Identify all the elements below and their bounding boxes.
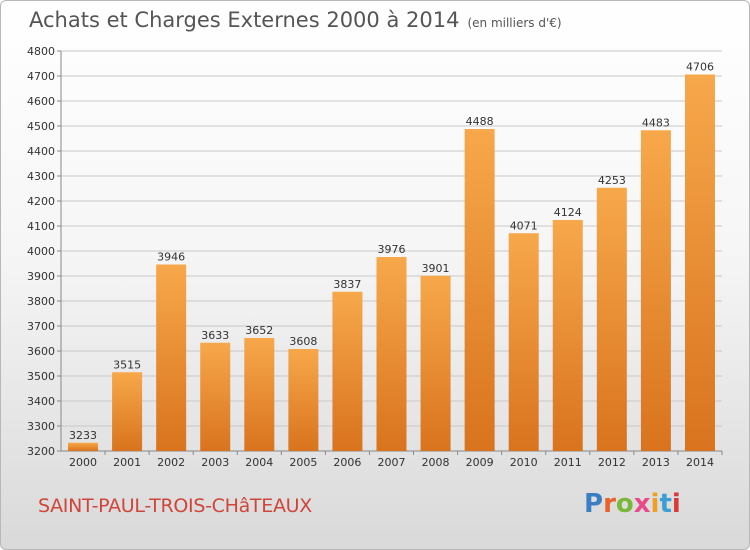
y-tick-label: 4100 xyxy=(27,220,55,233)
x-tick-labels: 2000 2001 2002 2003 2004 2005 2006 2007 2008 2009… xyxy=(69,456,714,469)
bar-value-label: 4706 xyxy=(686,61,714,74)
bar xyxy=(553,220,583,451)
x-tick-label: 2001 xyxy=(113,456,141,469)
bar-value-label: 3633 xyxy=(201,329,229,342)
bar xyxy=(200,343,230,451)
y-tick-label: 3200 xyxy=(27,445,55,458)
bar xyxy=(509,233,539,451)
bar-value-label: 3652 xyxy=(245,324,273,337)
logo-letter: o xyxy=(616,489,634,519)
y-tick-label: 3800 xyxy=(27,295,55,308)
logo-letter: i xyxy=(672,489,681,519)
bar-value-label: 4124 xyxy=(554,206,582,219)
bar xyxy=(421,276,451,451)
bar-value-label: 3608 xyxy=(289,335,317,348)
bar xyxy=(244,338,274,451)
x-tick-label: 2012 xyxy=(598,456,626,469)
bar xyxy=(332,292,362,451)
bar xyxy=(597,188,627,451)
y-tick-label: 3600 xyxy=(27,345,55,358)
y-tick-label: 4700 xyxy=(27,70,55,83)
bar xyxy=(112,372,142,451)
logo-letter: P xyxy=(584,489,603,519)
logo-letter: i xyxy=(651,489,660,519)
bar xyxy=(288,349,318,451)
bar-chart: 3233 3515 3946 3633 3652 3608 3837 3976 3901 4488… xyxy=(1,1,749,549)
x-tick-label: 2002 xyxy=(157,456,185,469)
logo-letter: t xyxy=(659,489,671,519)
x-tick-label: 2004 xyxy=(245,456,273,469)
x-tick-label: 2009 xyxy=(466,456,494,469)
bar xyxy=(465,129,495,451)
bar-value-label: 4483 xyxy=(642,116,670,129)
y-tick-label: 4200 xyxy=(27,195,55,208)
y-tick-label: 4800 xyxy=(27,45,55,58)
y-tick-label: 3500 xyxy=(27,370,55,383)
y-tick-label: 4500 xyxy=(27,120,55,133)
y-tick-labels: 3200 3300 3400 3500 3600 3700 3800 3900 4000 4100… xyxy=(27,45,55,458)
bar-value-label: 3901 xyxy=(422,262,450,275)
bar-value-label: 3515 xyxy=(113,358,141,371)
x-tick-label: 2007 xyxy=(378,456,406,469)
city-name: SAINT-PAUL-TROIS-CHâTEAUX xyxy=(38,495,312,517)
proxiti-logo: Proxiti xyxy=(584,489,681,519)
bar-value-label: 3837 xyxy=(333,278,361,291)
x-tick-label: 2014 xyxy=(686,456,714,469)
y-tick-label: 3900 xyxy=(27,270,55,283)
chart-frame: Achats et Charges Externes 2000 à 2014 (e… xyxy=(0,0,750,550)
logo-letter: x xyxy=(634,489,651,519)
bar xyxy=(68,443,98,451)
bar xyxy=(685,75,715,452)
logo-letter: r xyxy=(603,489,616,519)
x-tick-label: 2000 xyxy=(69,456,97,469)
bar-value-label: 4071 xyxy=(510,219,538,232)
y-tick-label: 3400 xyxy=(27,395,55,408)
x-tick-label: 2011 xyxy=(554,456,582,469)
x-tick-label: 2003 xyxy=(201,456,229,469)
bar xyxy=(641,130,671,451)
bar-value-label: 3976 xyxy=(378,243,406,256)
y-tick-label: 3700 xyxy=(27,320,55,333)
y-tick-label: 4000 xyxy=(27,245,55,258)
x-tick-label: 2005 xyxy=(289,456,317,469)
bar-value-label: 4488 xyxy=(466,115,494,128)
y-tick-label: 3300 xyxy=(27,420,55,433)
bar-value-label: 4253 xyxy=(598,174,626,187)
x-tick-label: 2008 xyxy=(422,456,450,469)
x-tick-label: 2010 xyxy=(510,456,538,469)
x-tick-label: 2006 xyxy=(333,456,361,469)
bar xyxy=(377,257,407,451)
bar-value-label: 3946 xyxy=(157,251,185,264)
bar xyxy=(156,265,186,452)
y-tick-label: 4300 xyxy=(27,170,55,183)
y-tick-label: 4600 xyxy=(27,95,55,108)
bar-value-label: 3233 xyxy=(69,429,97,442)
y-tick-label: 4400 xyxy=(27,145,55,158)
x-tick-label: 2013 xyxy=(642,456,670,469)
